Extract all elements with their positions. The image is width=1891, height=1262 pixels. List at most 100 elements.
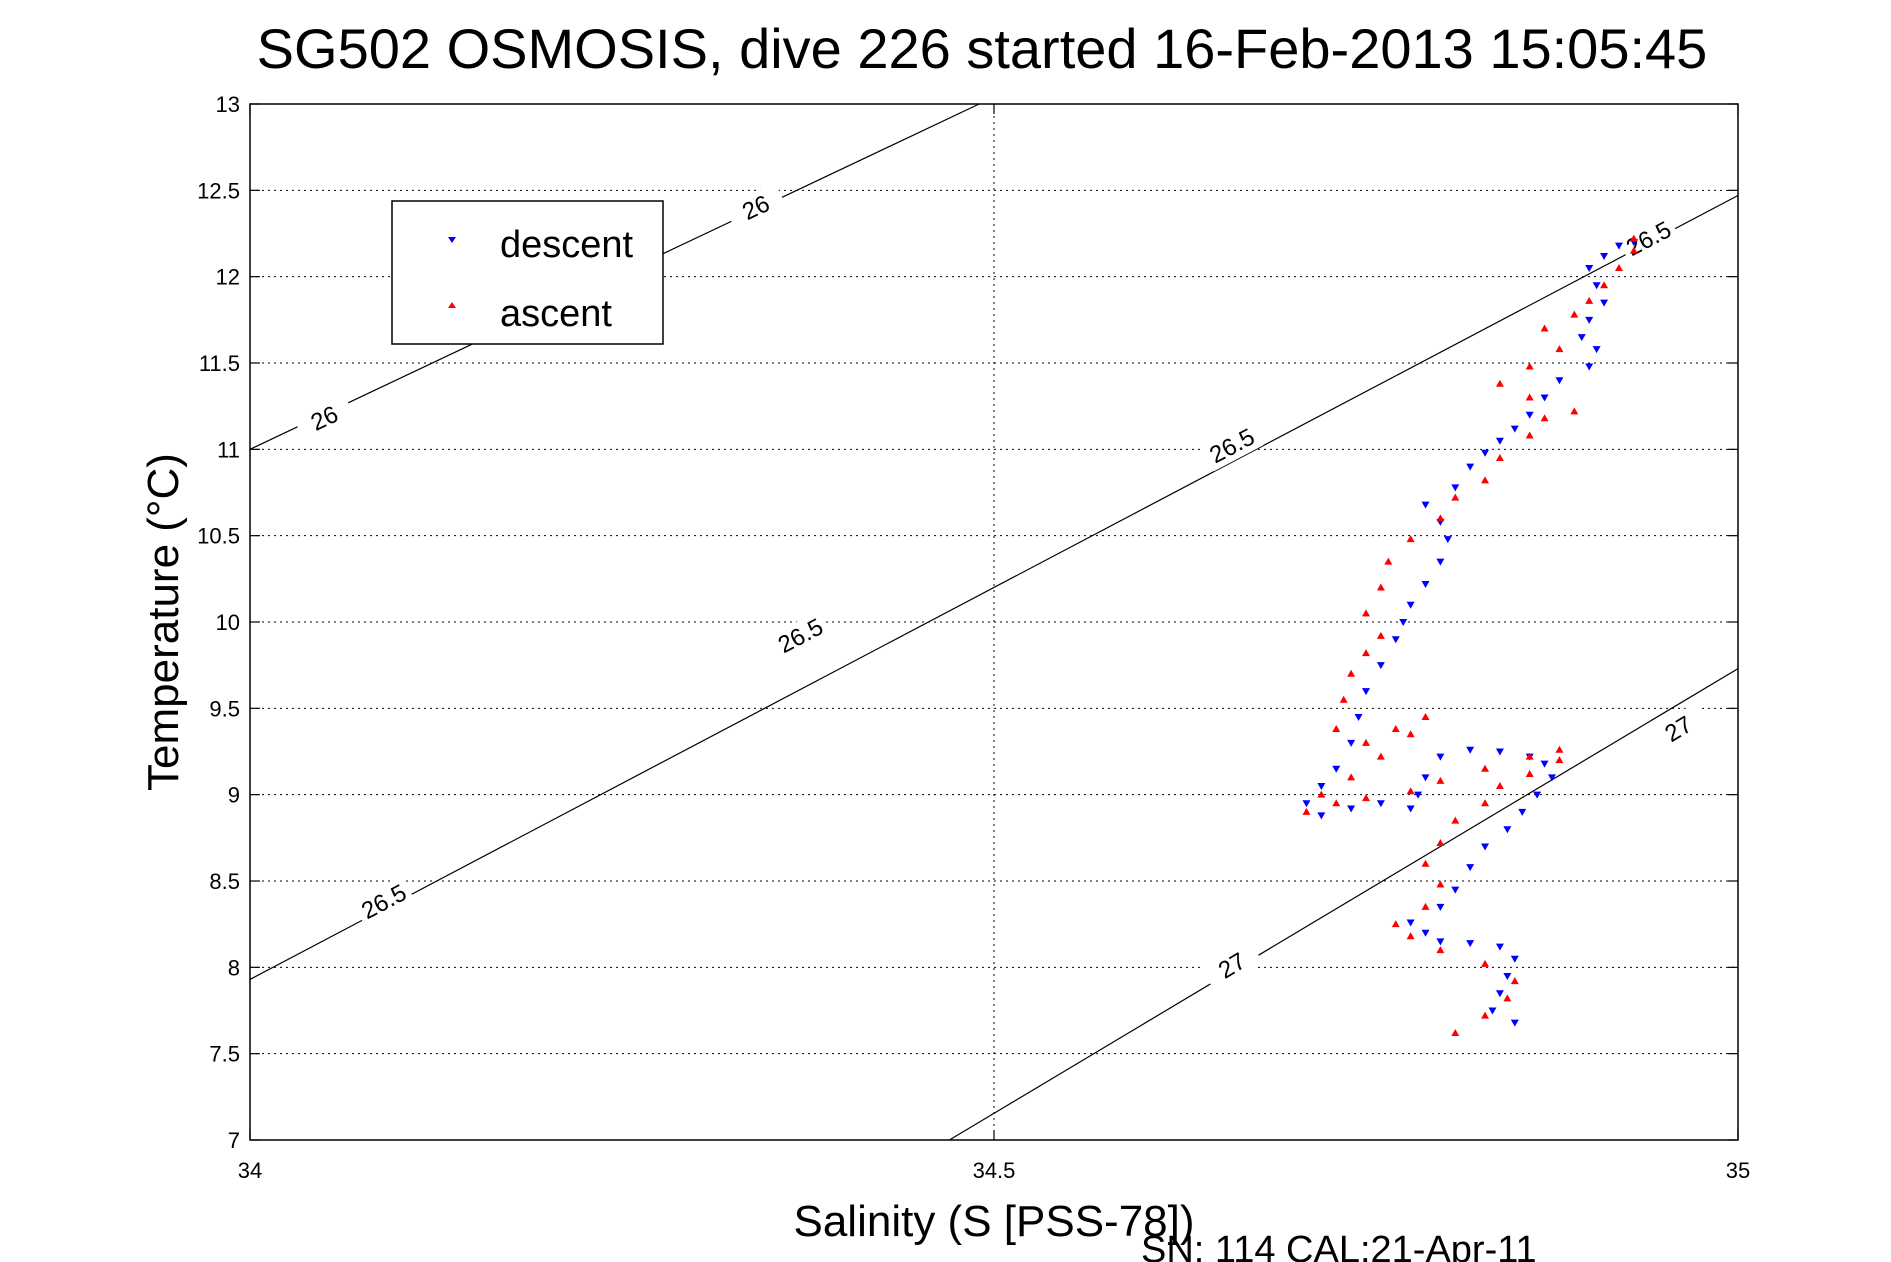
descent-point [1436, 938, 1445, 946]
descent-point [1436, 558, 1445, 566]
descent-point [1592, 282, 1601, 290]
descent-point [1391, 636, 1400, 644]
descent-point [1495, 943, 1504, 951]
descent-point [1436, 753, 1445, 761]
contour-label-bg [724, 182, 788, 233]
descent-point [1540, 394, 1549, 402]
descent-point [1421, 501, 1430, 509]
ascent-point [1376, 631, 1385, 639]
descent-point [1421, 774, 1430, 782]
descent-point [1451, 886, 1460, 894]
ascent-point [1406, 787, 1415, 795]
descent-point [1317, 812, 1326, 820]
descent-point [1481, 843, 1490, 851]
ascent-point [1481, 1011, 1490, 1019]
y-tick-label: 9 [228, 783, 240, 808]
ascent-point [1406, 535, 1415, 543]
ascent-point [1384, 557, 1393, 565]
ascent-point [1570, 407, 1579, 415]
ascent-point [1332, 725, 1341, 733]
ascent-point [1481, 959, 1490, 967]
footer-serial-cal: SN: 114 CAL:21-Apr-11 [1141, 1229, 1537, 1262]
ascent-point [1555, 345, 1564, 353]
y-tick-label: 12.5 [197, 178, 240, 203]
descent-point [1585, 363, 1594, 371]
y-tick-label: 13 [216, 92, 240, 117]
y-tick-label: 10.5 [197, 524, 240, 549]
ascent-point [1347, 773, 1356, 781]
descent-point [1347, 805, 1356, 813]
descent-point [1466, 463, 1475, 471]
ascent-point [1629, 234, 1638, 242]
ascent-point [1436, 776, 1445, 784]
x-tick-label: 34 [238, 1158, 262, 1183]
descent-point [1600, 299, 1609, 307]
ascent-point [1406, 730, 1415, 738]
descent-point [1600, 252, 1609, 260]
descent-point [1421, 929, 1430, 937]
ascent-point [1495, 782, 1504, 790]
ascent-point [1481, 476, 1490, 484]
descent-point [1347, 739, 1356, 747]
y-tick-label: 12 [216, 265, 240, 290]
ascent-point [1436, 514, 1445, 522]
ascent-point [1347, 669, 1356, 677]
ascent-point [1510, 977, 1519, 985]
ascent-point [1451, 1028, 1460, 1036]
descent-point [1577, 334, 1586, 342]
density-contour-27 [949, 668, 1739, 1141]
ascent-point [1332, 799, 1341, 807]
contour-label-bg [1647, 702, 1710, 756]
contour-label-bg [293, 393, 356, 443]
ascent-point [1585, 296, 1594, 304]
ascent-point [1421, 859, 1430, 867]
descent-point [1488, 1007, 1497, 1015]
y-tick-label: 9.5 [209, 696, 240, 721]
legend-ascent-label: ascent [500, 293, 612, 335]
descent-point [1540, 760, 1549, 768]
data-points [1302, 234, 1638, 1036]
descent-point [1592, 346, 1601, 354]
descent-point [1503, 972, 1512, 980]
descent-point [1406, 805, 1415, 813]
legend-descent-marker [448, 237, 456, 243]
descent-point [1585, 316, 1594, 324]
descent-point [1481, 449, 1490, 457]
density-contour-26.5 [249, 194, 1739, 980]
legend-ascent-marker [448, 302, 456, 308]
ascent-point [1451, 493, 1460, 501]
ascent-point [1540, 324, 1549, 332]
y-tick-label: 10 [216, 610, 240, 635]
descent-point [1555, 377, 1564, 385]
descent-point [1466, 746, 1475, 754]
descent-point [1332, 765, 1341, 773]
ascent-point [1540, 414, 1549, 422]
ascent-point [1421, 712, 1430, 720]
x-tick-label: 35 [1726, 1158, 1750, 1183]
ascent-point [1525, 362, 1534, 370]
y-tick-label: 7 [228, 1128, 240, 1153]
contour-label-bg [1200, 939, 1264, 992]
ascent-point [1362, 794, 1370, 802]
y-tick-label: 8.5 [209, 869, 240, 894]
ascent-point [1495, 453, 1504, 461]
ascent-point [1406, 932, 1415, 940]
ascent-point [1362, 609, 1370, 617]
ascent-point [1525, 769, 1534, 777]
ascent-point [1302, 807, 1311, 815]
contour-label-bg [769, 610, 832, 662]
x-tick-label: 34.5 [973, 1158, 1016, 1183]
y-tick-label: 11.5 [199, 351, 240, 376]
ascent-point [1376, 583, 1385, 591]
ascent-point [1503, 994, 1512, 1002]
chart-title: SG502 OSMOSIS, dive 226 started 16-Feb-2… [257, 17, 1708, 80]
ascent-point [1421, 902, 1430, 910]
descent-point [1362, 688, 1370, 696]
ascent-point [1570, 310, 1579, 318]
ascent-point [1436, 946, 1445, 954]
descent-point [1533, 791, 1542, 799]
descent-point [1495, 437, 1504, 445]
contour-label-bg [1200, 420, 1264, 472]
legend-box [391, 200, 664, 345]
x-axis-label: Salinity (S [PSS-78]) [793, 1197, 1194, 1246]
